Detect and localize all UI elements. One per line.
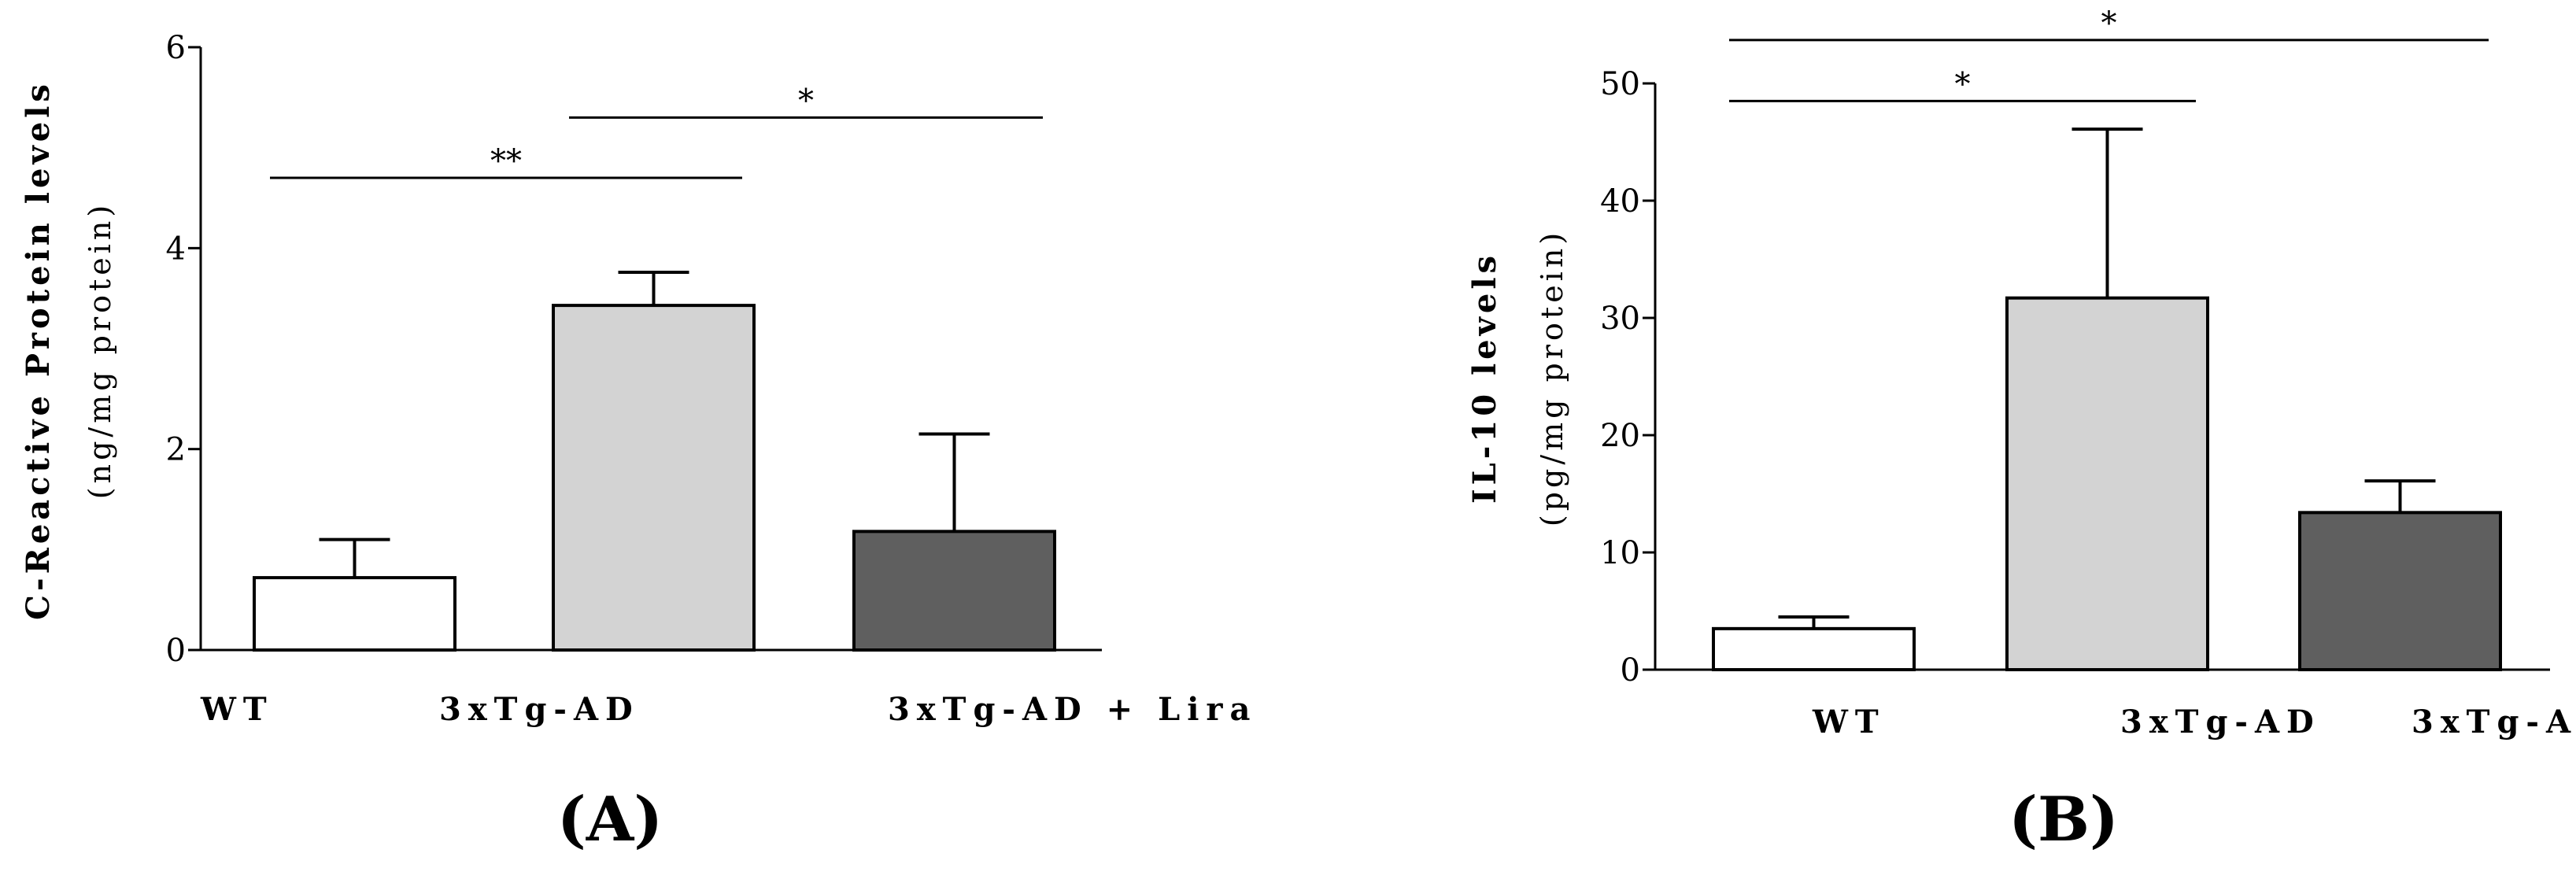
y-axis-label: IL-10 levels [1466,252,1503,504]
category-label: 3xTg-AD + Lira [2412,704,2576,741]
bar [253,576,456,652]
bar [552,304,756,652]
significance-marker: * [798,83,814,119]
significance-marker: ** [490,143,522,179]
panel-label: (B) [2009,784,2119,855]
category-label: WT [1812,704,1886,741]
y-tick-label: 30 [1600,301,1640,337]
y-tick-label: 6 [166,30,186,66]
bar [1712,626,1916,671]
chart-panel-b: 0 10 20 30 40 50 WT 3xTg-AD 3xTg-AD + Lira * * IL-1… [1466,6,2576,855]
y-tick-label: 2 [166,432,186,468]
category-label: 3xTg-AD [439,691,640,728]
significance-marker: * [2101,6,2117,42]
panel-label: (A) [557,784,663,855]
bar [852,530,1056,652]
y-tick-label: 10 [1600,535,1640,571]
category-label: 3xTg-AD + Lira [888,691,1257,728]
y-tick-label: 0 [1621,652,1640,689]
y-tick-label: 50 [1600,66,1640,102]
y-tick-label: 40 [1600,183,1640,220]
y-axis-unit: (ng/mg protein) [83,201,117,499]
significance-marker: * [1955,66,1971,102]
y-axis-label: C-Reactive Protein levels [20,80,57,620]
y-tick-label: 20 [1600,418,1640,454]
category-label: 3xTg-AD [2120,704,2321,741]
category-label: WT [200,691,274,728]
bar [2298,511,2502,672]
y-tick-label: 0 [166,633,186,669]
bar [2005,296,2209,671]
y-axis-unit: (pg/mg protein) [1535,229,1569,526]
y-tick-label: 4 [166,231,186,267]
